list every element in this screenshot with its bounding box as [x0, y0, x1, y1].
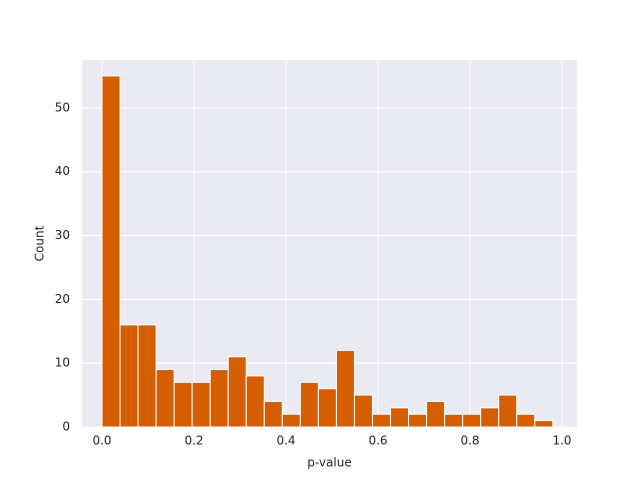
- x-tick-label: 0.8: [460, 434, 479, 448]
- x-tick-label: 0.4: [276, 434, 295, 448]
- bar: [516, 413, 536, 428]
- bar: [353, 394, 373, 428]
- bar: [498, 394, 518, 428]
- bars: [101, 75, 554, 428]
- bar: [173, 381, 193, 428]
- bar: [137, 324, 157, 428]
- y-tick-label: 10: [55, 356, 70, 370]
- x-axis-label: p-value: [307, 456, 351, 470]
- bar: [534, 420, 554, 428]
- plot-area: [82, 60, 577, 427]
- bar: [101, 75, 121, 428]
- bar: [209, 369, 229, 428]
- bar: [480, 407, 500, 428]
- x-tick-label: 0.6: [368, 434, 387, 448]
- y-tick-label: 0: [62, 420, 70, 434]
- bar: [317, 388, 337, 428]
- y-tick-label: 30: [55, 228, 70, 242]
- x-tick-label: 0.2: [184, 434, 203, 448]
- bar: [299, 381, 319, 428]
- y-axis-label: Count: [33, 225, 47, 261]
- grid: [82, 60, 577, 428]
- bar: [281, 413, 301, 428]
- bar: [335, 349, 355, 428]
- y-tick-label: 50: [55, 100, 70, 114]
- bar: [227, 356, 247, 428]
- bar: [444, 413, 464, 428]
- bar: [390, 407, 410, 428]
- x-tick-label: 0.0: [92, 434, 111, 448]
- x-tick-label: 1.0: [552, 434, 571, 448]
- bar: [191, 381, 211, 428]
- bar: [119, 324, 139, 428]
- bar: [426, 400, 446, 428]
- y-tick-label: 40: [55, 164, 70, 178]
- bar: [371, 413, 392, 428]
- bar: [462, 413, 482, 428]
- bar: [263, 400, 283, 428]
- bar: [245, 375, 265, 428]
- y-tick-label: 20: [55, 292, 70, 306]
- bar: [155, 369, 175, 428]
- bar: [408, 413, 428, 428]
